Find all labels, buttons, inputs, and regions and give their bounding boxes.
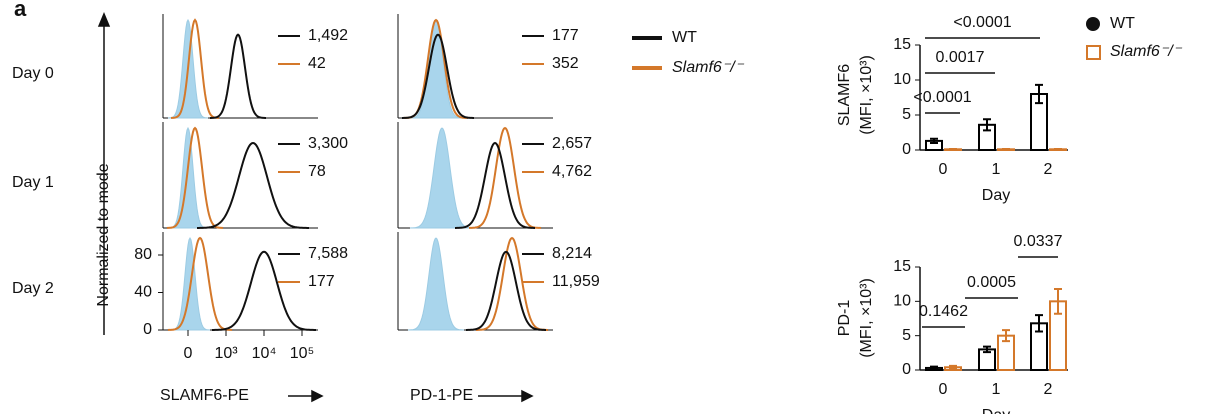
x-tick-label: 0: [939, 161, 948, 178]
p-value: 0.1462: [919, 303, 968, 320]
mfi-value: 78: [308, 163, 326, 180]
histogram: [468, 126, 542, 229]
isotype-histogram: [167, 126, 209, 229]
y-tick-label: 5: [902, 327, 911, 344]
mfi-value: 42: [308, 55, 326, 72]
y-tick-label: 5: [902, 106, 911, 123]
error-bar: [930, 137, 938, 144]
y-tick-label: 40: [134, 284, 152, 301]
y-tick-label: 0: [902, 141, 911, 158]
error-bar: [1002, 329, 1010, 343]
panel-label: a: [14, 0, 27, 21]
error-bar: [1035, 314, 1043, 333]
row-label: Day 0: [12, 65, 54, 82]
legend-swatch: [1086, 45, 1101, 60]
histogram: [402, 33, 474, 119]
mfi-value: 7,588: [308, 245, 348, 262]
y-tick-label: 0: [902, 361, 911, 378]
histogram: [212, 250, 316, 331]
x-tick-label: 10⁴: [252, 345, 277, 362]
histogram: [166, 126, 224, 229]
mfi-value: 177: [552, 27, 579, 44]
mfi-value: 11,959: [552, 273, 600, 290]
p-value: 0.0337: [1014, 233, 1063, 250]
axis-arrow: [97, 12, 534, 403]
mfi-value: 2,657: [552, 135, 592, 152]
histogram: [476, 236, 548, 331]
error-bar: [1002, 147, 1010, 151]
isotype-histogram: [409, 127, 475, 229]
p-value: <0.0001: [913, 89, 971, 106]
y-tick-label: 15: [893, 36, 911, 53]
x-tick-label: 0: [184, 345, 193, 362]
x-axis-label: SLAMF6-PE: [160, 387, 249, 404]
x-tick-label: 10³: [214, 345, 238, 362]
error-bar: [1054, 287, 1062, 315]
mfi-value: 4,762: [552, 163, 592, 180]
error-bar: [949, 147, 957, 151]
legend-label: WT: [1110, 15, 1135, 32]
legend-label: Slamf6⁻/⁻: [672, 59, 745, 76]
histogram: [170, 18, 220, 119]
row-label: Day 1: [12, 174, 54, 191]
mfi-value: 1,492: [308, 27, 348, 44]
error-bar: [983, 345, 991, 354]
y-tick-label: 80: [134, 246, 152, 263]
y-axis-label: (MFI, ×10³): [858, 278, 875, 358]
histogram: [167, 236, 233, 331]
y-axis-label: (MFI, ×10³): [858, 55, 875, 135]
error-bar: [949, 364, 957, 370]
x-axis-label: Day: [982, 407, 1010, 414]
y-tick-label: 10: [893, 71, 911, 88]
legend-label: Slamf6⁻/⁻: [1110, 43, 1183, 60]
x-tick-label: 1: [992, 161, 1001, 178]
x-tick-label: 1: [992, 381, 1001, 398]
x-tick-label: 10⁵: [290, 345, 314, 362]
mfi-value: 177: [308, 273, 335, 290]
legend-label: WT: [672, 29, 697, 46]
mfi-value: 352: [552, 55, 579, 72]
histogram: [210, 33, 266, 119]
mfi-value: 3,300: [308, 135, 348, 152]
error-bar: [930, 365, 938, 371]
legend-swatch: [1086, 17, 1100, 31]
error-bar: [1054, 147, 1062, 151]
y-tick-label: 15: [893, 258, 911, 275]
y-axis-label: SLAMF6: [836, 64, 853, 126]
x-tick-label: 2: [1044, 381, 1053, 398]
error-bar: [1035, 83, 1043, 105]
mfi-value: 8,214: [552, 245, 592, 262]
x-tick-label: 2: [1044, 161, 1053, 178]
x-axis-label: PD-1-PE: [410, 387, 473, 404]
x-axis-label: Day: [982, 187, 1010, 204]
y-tick-label: 0: [143, 321, 152, 338]
histogram: [455, 141, 535, 229]
x-tick-label: 0: [939, 381, 948, 398]
error-bar: [983, 118, 991, 132]
p-value: 0.0017: [936, 49, 985, 66]
p-value: 0.0005: [967, 274, 1016, 291]
isotype-histogram: [407, 237, 465, 331]
histogram: [197, 141, 309, 229]
y-axis-label: PD-1: [836, 300, 853, 337]
histogram: [466, 250, 546, 331]
y-tick-label: 10: [893, 293, 911, 310]
row-label: Day 2: [12, 280, 54, 297]
y-axis-label: Normalized to mode: [95, 163, 112, 306]
p-value: <0.0001: [953, 14, 1011, 31]
